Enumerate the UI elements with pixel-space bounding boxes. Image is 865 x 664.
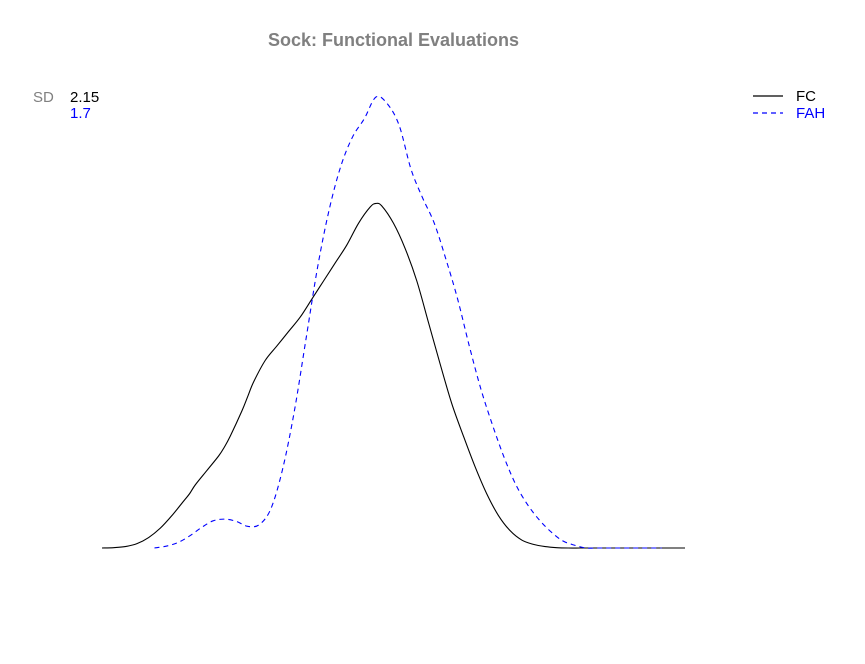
density-line-fc bbox=[101, 202, 685, 549]
legend-label-fc: FC bbox=[796, 88, 816, 105]
sd-value-fc: 2.15 bbox=[70, 89, 100, 106]
legend-line-fah-icon bbox=[753, 112, 783, 114]
density-line-fah bbox=[154, 95, 662, 549]
sd-value-fah: 1.7 bbox=[70, 105, 91, 122]
legend-label-fah: FAH bbox=[796, 105, 826, 122]
sd-label: SD bbox=[33, 89, 54, 106]
chart-title: Sock: Functional Evaluations bbox=[267, 30, 520, 50]
series-layer bbox=[101, 95, 685, 549]
legend-line-fc-icon bbox=[753, 95, 783, 97]
